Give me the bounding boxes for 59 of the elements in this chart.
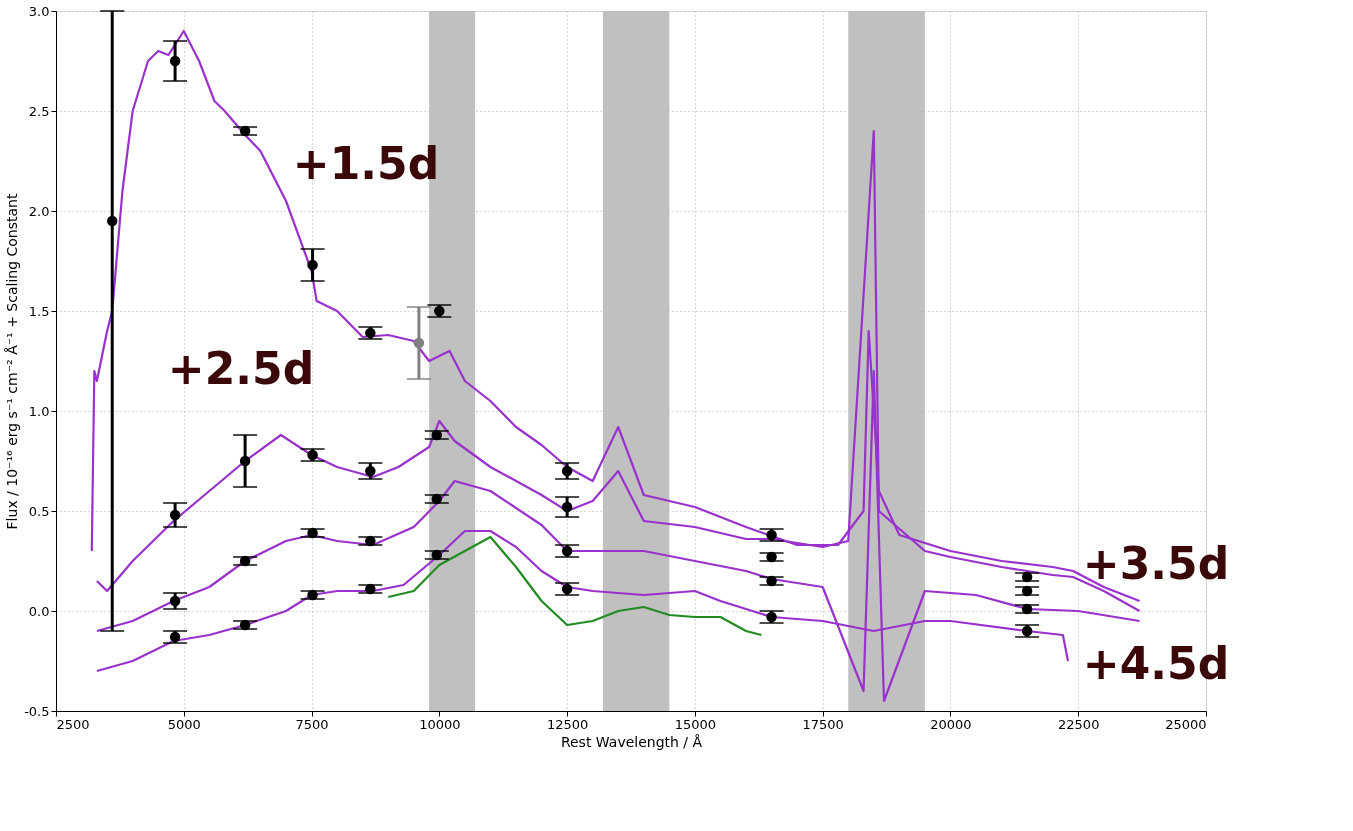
- point: [169, 55, 181, 67]
- point: [307, 589, 318, 601]
- point: [307, 527, 318, 539]
- y-tick-label: 2.0: [28, 203, 50, 219]
- point: [169, 595, 181, 607]
- point: [561, 545, 573, 557]
- y-tick-label: 1.5: [28, 303, 50, 319]
- point: [431, 493, 443, 505]
- point: [239, 455, 251, 467]
- annotation: +1.5d: [292, 138, 440, 189]
- point: [1021, 585, 1033, 597]
- x-tick-label: 2500: [56, 716, 90, 732]
- y-tick-label: 0.5: [28, 503, 50, 519]
- x-axis-title: Rest Wavelength / Å: [560, 733, 703, 750]
- point: [169, 509, 181, 521]
- point: [561, 465, 573, 477]
- x-tick-label: 12500: [546, 716, 589, 732]
- point: [1021, 603, 1033, 615]
- annotation: +2.5d: [167, 343, 315, 394]
- point: [434, 305, 445, 317]
- point: [766, 611, 777, 623]
- point: [431, 549, 443, 561]
- point: [106, 215, 118, 227]
- line-series: [387, 535, 763, 637]
- point: [1021, 571, 1033, 583]
- annotation: +4.5d: [1082, 638, 1230, 689]
- point: [766, 575, 777, 587]
- y-tick-label: -0.5: [24, 703, 50, 719]
- y-tick-label: 1.0: [28, 403, 50, 419]
- x-tick-label: 7500: [295, 716, 329, 732]
- point: [239, 125, 251, 137]
- point: [413, 337, 425, 349]
- point: [239, 555, 251, 567]
- y-tick-label: 0.0: [28, 603, 50, 619]
- y-tick-label: 3.0: [28, 3, 50, 19]
- point: [766, 551, 777, 563]
- point: [307, 449, 318, 461]
- y-axis-title: Flux / 10⁻¹⁶ erg s⁻¹ cm⁻² Å⁻¹ + Scaling Constant: [4, 193, 21, 530]
- point: [307, 259, 318, 271]
- point: [1021, 625, 1033, 637]
- point: [365, 535, 376, 547]
- point: [561, 501, 573, 513]
- point: [766, 529, 777, 541]
- point: [365, 583, 376, 595]
- point: [169, 631, 181, 643]
- x-tick-label: 5000: [167, 716, 201, 732]
- point: [365, 327, 376, 339]
- x-tick-label: 20000: [930, 716, 972, 732]
- point: [431, 429, 443, 441]
- x-tick-label: 25000: [1165, 716, 1207, 732]
- x-tick-label: 17500: [802, 716, 844, 732]
- x-tick-label: 10000: [419, 716, 461, 732]
- point: [365, 465, 376, 477]
- y-tick-label: 2.5: [28, 103, 50, 119]
- x-tick-label: 22500: [1058, 716, 1100, 732]
- point: [561, 583, 573, 595]
- point: [239, 619, 251, 631]
- x-tick-label: 15000: [674, 716, 717, 732]
- annotation: +3.5d: [1082, 538, 1230, 589]
